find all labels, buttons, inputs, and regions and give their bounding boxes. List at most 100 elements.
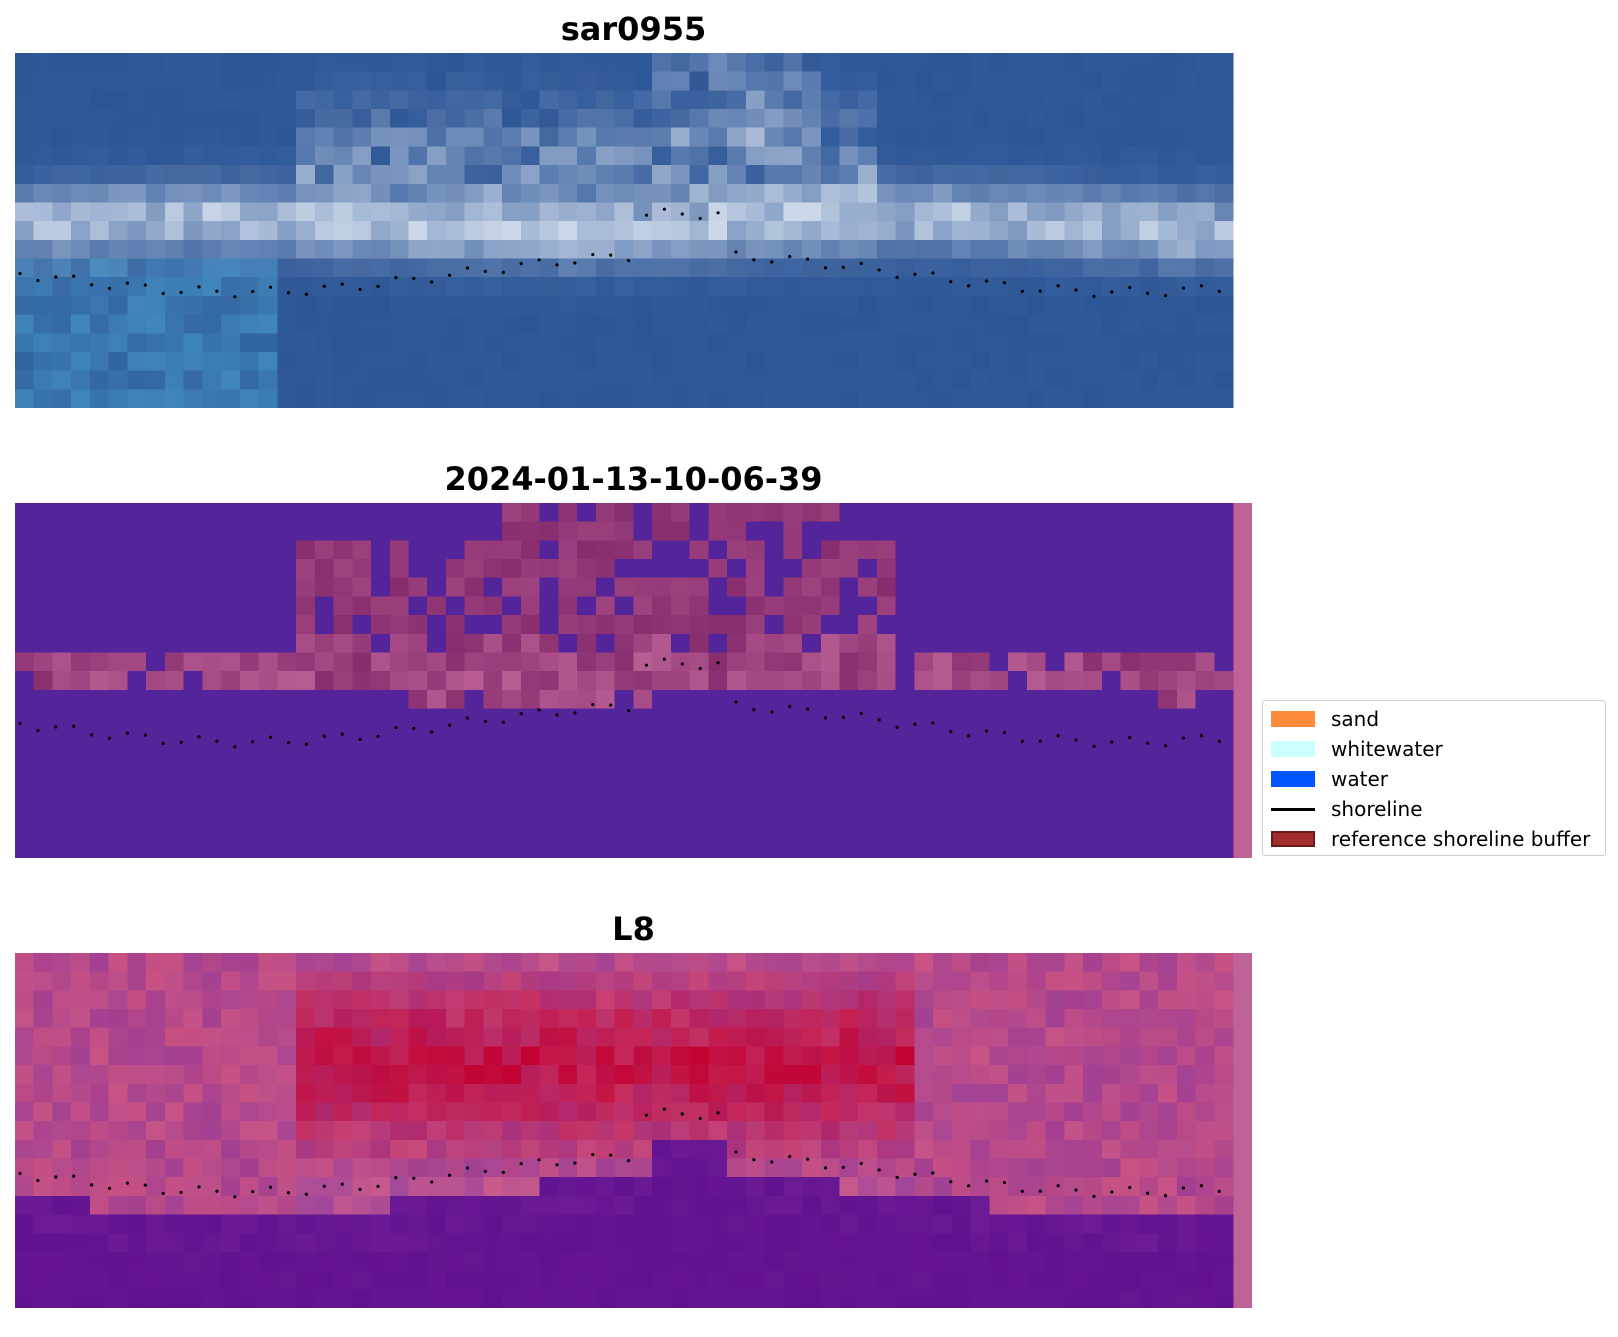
class-pixel xyxy=(1120,764,1140,784)
class-pixel xyxy=(595,839,616,858)
pixel xyxy=(1101,370,1122,390)
class-pixel xyxy=(708,671,728,691)
class-pixel xyxy=(389,708,410,728)
index-pixel xyxy=(539,1195,559,1216)
index-pixel xyxy=(408,1121,428,1141)
shoreline-point xyxy=(841,1165,845,1169)
shoreline-point xyxy=(626,1158,631,1163)
shoreline-point xyxy=(286,291,291,295)
pixel xyxy=(1101,90,1122,110)
index-pixel xyxy=(820,1065,840,1085)
pixel xyxy=(183,314,203,334)
index-pixel xyxy=(408,1102,428,1122)
index-pixel xyxy=(333,1065,353,1085)
class-pixel xyxy=(670,689,691,710)
pixel xyxy=(1214,53,1234,73)
index-pixel xyxy=(502,953,522,973)
pixel xyxy=(577,351,597,372)
pixel xyxy=(933,71,953,91)
pixel xyxy=(1195,370,1215,390)
class-pixel xyxy=(670,596,691,616)
shoreline-point xyxy=(609,253,613,257)
class-pixel xyxy=(614,615,634,635)
index-pixel xyxy=(408,953,428,973)
index-pixel xyxy=(989,1289,1009,1308)
class-pixel xyxy=(333,745,353,766)
pixel xyxy=(1158,370,1178,390)
class-pixel xyxy=(1045,801,1065,822)
class-pixel xyxy=(146,764,166,784)
index-pixel xyxy=(333,1289,353,1308)
index-pixel xyxy=(1176,1233,1197,1253)
class-pixel xyxy=(352,596,372,616)
pixel xyxy=(1026,277,1047,297)
index-pixel xyxy=(1120,1233,1140,1253)
index-pixel xyxy=(483,1083,503,1103)
pixel xyxy=(33,314,53,334)
class-pixel xyxy=(558,503,578,523)
index-pixel xyxy=(670,1270,691,1290)
index-pixel xyxy=(296,953,316,973)
index-pixel xyxy=(1176,1139,1197,1160)
class-pixel xyxy=(71,540,91,560)
shoreline-point xyxy=(734,700,738,704)
index-pixel xyxy=(258,1270,278,1290)
shoreline-point xyxy=(788,254,792,259)
index-pixel xyxy=(296,1027,316,1047)
shoreline-point xyxy=(949,730,953,734)
class-pixel xyxy=(820,708,840,728)
pixel xyxy=(633,53,653,73)
index-pixel xyxy=(970,1009,990,1029)
index-pixel xyxy=(1158,1121,1178,1141)
pixel xyxy=(520,165,541,185)
pixel xyxy=(127,221,147,241)
sand-swatch xyxy=(1271,711,1315,727)
index-pixel xyxy=(221,1102,241,1122)
index-pixel xyxy=(614,1027,634,1047)
legend-item-sand: sand xyxy=(1271,707,1379,731)
class-pixel xyxy=(1045,727,1065,747)
pixel xyxy=(1026,165,1047,185)
index-pixel xyxy=(1139,1177,1159,1197)
pixel xyxy=(314,109,335,129)
index-pixel xyxy=(858,1121,878,1141)
pixel xyxy=(708,277,728,297)
index-pixel xyxy=(1139,1251,1159,1272)
class-pixel xyxy=(277,540,297,560)
pixel xyxy=(1214,109,1234,129)
class-pixel xyxy=(258,801,278,822)
index-pixel xyxy=(1008,1233,1028,1253)
pixel xyxy=(164,295,185,316)
pixel xyxy=(1195,165,1215,185)
index-pixel xyxy=(221,1065,241,1085)
class-pixel xyxy=(15,708,35,728)
pixel xyxy=(951,165,972,185)
class-pixel xyxy=(914,783,934,803)
pixel xyxy=(164,183,185,203)
pixel xyxy=(314,239,335,260)
class-pixel xyxy=(727,671,747,691)
index-pixel xyxy=(670,1195,691,1216)
class-pixel xyxy=(970,727,990,747)
index-pixel xyxy=(1045,1027,1065,1047)
class-pixel xyxy=(839,559,859,579)
class-pixel xyxy=(839,503,859,523)
index-pixel xyxy=(202,1027,222,1047)
index-pixel xyxy=(614,1214,634,1234)
class-pixel xyxy=(502,503,522,523)
class-pixel xyxy=(389,839,410,858)
shoreline-point xyxy=(1181,736,1186,740)
index-pixel xyxy=(708,1214,728,1234)
pixel xyxy=(802,183,822,203)
class-pixel xyxy=(296,745,316,766)
index-pixel xyxy=(389,990,410,1010)
class-pixel xyxy=(745,708,766,728)
class-pixel xyxy=(127,559,147,579)
pixel xyxy=(914,146,934,166)
class-pixel xyxy=(558,783,578,803)
index-pixel xyxy=(764,1121,784,1141)
index-pixel xyxy=(239,1233,260,1253)
class-pixel xyxy=(520,577,541,597)
legend-item-whitewater: whitewater xyxy=(1271,737,1443,761)
pixel xyxy=(146,90,166,110)
